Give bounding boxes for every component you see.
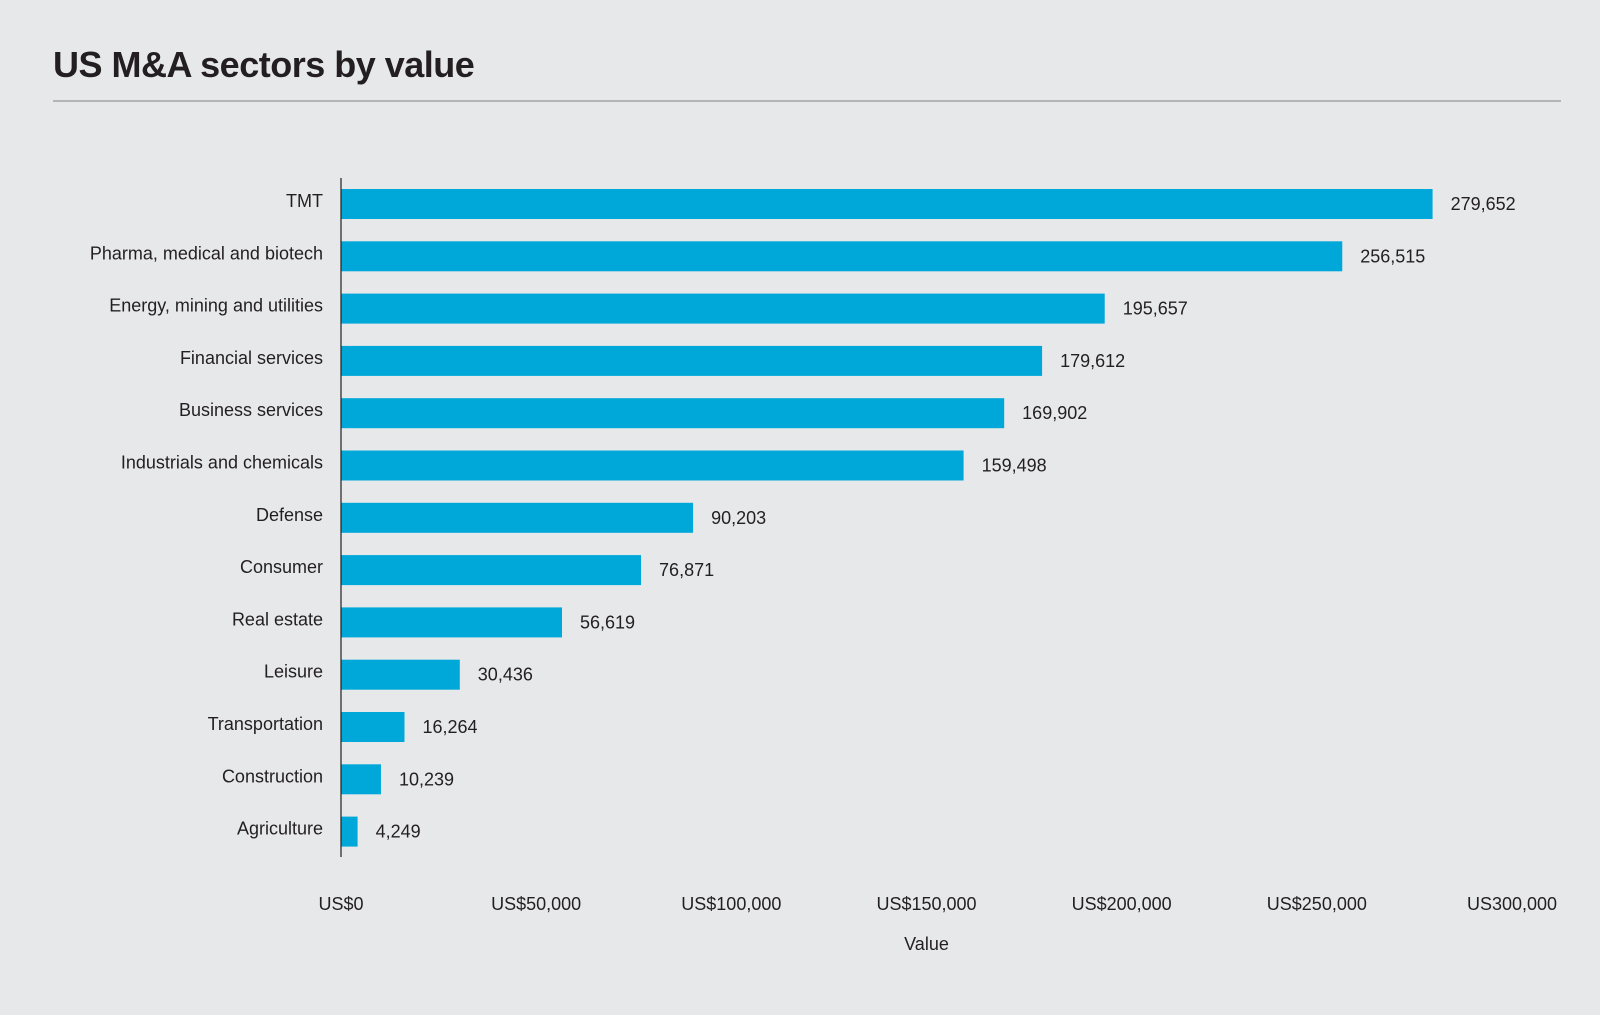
- data-label: 195,657: [1123, 299, 1188, 319]
- category-label: Consumer: [240, 557, 323, 577]
- x-tick-label: US$200,000: [1072, 894, 1172, 914]
- data-label: 159,498: [982, 456, 1047, 476]
- data-label: 279,652: [1451, 194, 1516, 214]
- bar-9: [341, 659, 460, 690]
- chart-title: US M&A sectors by value: [53, 44, 475, 85]
- data-label: 56,619: [580, 612, 635, 632]
- category-label: Financial services: [180, 348, 323, 368]
- x-tick-label: US$250,000: [1267, 894, 1367, 914]
- x-tick-label: US$0: [318, 894, 363, 914]
- category-label: Agriculture: [237, 819, 323, 839]
- category-label: TMT: [286, 191, 323, 211]
- bar-7: [341, 555, 642, 586]
- category-label: Real estate: [232, 609, 323, 629]
- category-label: Pharma, medical and biotech: [90, 243, 323, 263]
- bar-11: [341, 764, 381, 795]
- bar-8: [341, 607, 563, 638]
- data-label: 76,871: [659, 560, 714, 580]
- bar-2: [341, 293, 1105, 324]
- x-axis-label: Value: [904, 934, 949, 954]
- data-label: 179,612: [1060, 351, 1125, 371]
- bar-12: [341, 816, 358, 847]
- x-tick-label: US300,000: [1467, 894, 1557, 914]
- data-label: 30,436: [478, 665, 533, 685]
- x-tick-label: US$150,000: [876, 894, 976, 914]
- category-label: Industrials and chemicals: [121, 453, 323, 473]
- category-label: Business services: [179, 400, 323, 420]
- bar-10: [341, 712, 405, 742]
- category-label: Transportation: [208, 714, 323, 734]
- data-label: 256,515: [1360, 246, 1425, 266]
- data-label: 4,249: [376, 822, 421, 842]
- bar-5: [341, 450, 964, 481]
- category-label: Construction: [222, 766, 323, 786]
- data-label: 10,239: [399, 769, 454, 789]
- category-label: Energy, mining and utilities: [109, 296, 323, 316]
- x-tick-label: US$100,000: [681, 894, 781, 914]
- x-tick-label: US$50,000: [491, 894, 581, 914]
- data-label: 90,203: [711, 508, 766, 528]
- data-label: 169,902: [1022, 403, 1087, 423]
- title-divider: [53, 100, 1561, 102]
- bar-3: [341, 345, 1043, 376]
- data-label: 16,264: [422, 717, 477, 737]
- bar-4: [341, 398, 1005, 429]
- category-label: Defense: [256, 505, 323, 525]
- bar-6: [341, 502, 694, 533]
- bar-0: [341, 189, 1433, 219]
- bar-1: [341, 241, 1343, 272]
- category-label: Leisure: [264, 662, 323, 682]
